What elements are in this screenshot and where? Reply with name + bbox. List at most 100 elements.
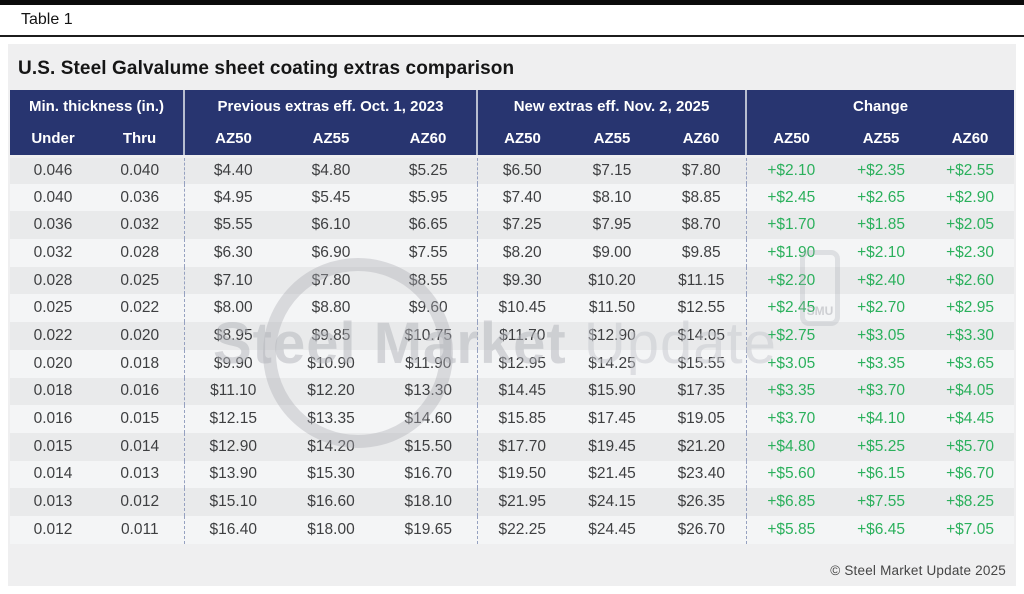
- cell-prev-az55: $16.60: [282, 488, 381, 516]
- cell-change-az50: +$3.05: [745, 349, 837, 378]
- cell-change-az50: +$1.70: [745, 211, 837, 240]
- cell-prev-az55: $5.45: [282, 183, 381, 212]
- cell-change-az55: +$2.10: [836, 239, 927, 267]
- cell-prev-az60: $9.60: [380, 294, 478, 323]
- cell-under: 0.025: [10, 294, 96, 323]
- table-row: 0.036 0.032 $5.55 $6.10 $6.65 $7.25 $7.95 $8.70…: [10, 211, 1015, 240]
- cell-change-az60: +$3.65: [926, 349, 1015, 378]
- cell-prev-az50: $8.95: [183, 322, 283, 350]
- cell-change-az60: +$4.05: [926, 377, 1015, 406]
- cell-change-az55: +$2.35: [836, 156, 927, 184]
- cell-thru: 0.022: [96, 294, 185, 323]
- cell-change-az55: +$3.70: [836, 377, 927, 406]
- column-header-change-az50: AZ50: [745, 123, 837, 158]
- cell-change-az60: +$6.70: [926, 460, 1015, 489]
- cell-under: 0.032: [10, 239, 96, 267]
- cell-change-az55: +$2.40: [836, 266, 927, 295]
- cell-new-az50: $12.95: [476, 349, 568, 378]
- cell-under: 0.028: [10, 266, 96, 295]
- table-row: 0.020 0.018 $9.90 $10.90 $11.90 $12.95 $14.25 $…: [10, 349, 1015, 378]
- cell-new-az60: $23.40: [657, 460, 747, 489]
- cell-prev-az55: $4.80: [282, 156, 381, 184]
- cell-prev-az55: $6.10: [282, 211, 381, 240]
- cell-new-az55: $24.15: [567, 488, 658, 516]
- cell-prev-az50: $4.95: [183, 183, 283, 212]
- cell-prev-az50: $12.90: [183, 432, 283, 461]
- cell-change-az55: +$7.55: [836, 488, 927, 516]
- table-row: 0.032 0.028 $6.30 $6.90 $7.55 $8.20 $9.00 $9.85…: [10, 239, 1015, 267]
- cell-new-az55: $24.45: [567, 515, 658, 544]
- cell-new-az60: $14.05: [657, 322, 747, 350]
- cell-prev-az55: $18.00: [282, 515, 381, 544]
- cell-thru: 0.011: [96, 515, 185, 544]
- horizontal-rule: [0, 35, 1024, 37]
- cell-change-az55: +$6.45: [836, 515, 927, 544]
- cell-new-az55: $21.45: [567, 460, 658, 489]
- cell-new-az60: $11.15: [657, 266, 747, 295]
- cell-prev-az55: $7.80: [282, 266, 381, 295]
- column-header-new-az60: AZ60: [657, 123, 747, 158]
- cell-thru: 0.018: [96, 349, 185, 378]
- column-header-under: Under: [10, 123, 96, 158]
- cell-thru: 0.020: [96, 322, 185, 350]
- table-row: 0.016 0.015 $12.15 $13.35 $14.60 $15.85 $17.45…: [10, 405, 1015, 433]
- table-row: 0.014 0.013 $13.90 $15.30 $16.70 $19.50 $21.45…: [10, 460, 1015, 489]
- cell-change-az60: +$2.60: [926, 266, 1015, 295]
- cell-under: 0.015: [10, 432, 96, 461]
- cell-prev-az50: $12.15: [183, 405, 283, 433]
- cell-change-az50: +$3.35: [745, 377, 837, 406]
- cell-prev-az50: $16.40: [183, 515, 283, 544]
- cell-new-az60: $8.85: [657, 183, 747, 212]
- cell-thru: 0.028: [96, 239, 185, 267]
- cell-new-az50: $8.20: [476, 239, 568, 267]
- cell-change-az55: +$3.35: [836, 349, 927, 378]
- cell-thru: 0.012: [96, 488, 185, 516]
- cell-new-az55: $9.00: [567, 239, 658, 267]
- cell-new-az60: $21.20: [657, 432, 747, 461]
- cell-new-az50: $21.95: [476, 488, 568, 516]
- column-group-header: Min. thickness (in.): [10, 90, 185, 123]
- cell-prev-az60: $15.50: [380, 432, 478, 461]
- cell-change-az50: +$5.85: [745, 515, 837, 544]
- table-row: 0.012 0.011 $16.40 $18.00 $19.65 $22.25 $24.45…: [10, 515, 1015, 544]
- cell-change-az50: +$3.70: [745, 405, 837, 433]
- cell-new-az55: $19.45: [567, 432, 658, 461]
- cell-under: 0.018: [10, 377, 96, 406]
- column-group-header: Previous extras eff. Oct. 1, 2023: [183, 90, 478, 123]
- group-header-row: Min. thickness (in.) Previous extras eff.…: [10, 90, 1015, 123]
- cell-prev-az60: $11.90: [380, 349, 478, 378]
- cell-change-az55: +$6.15: [836, 460, 927, 489]
- cell-prev-az60: $10.75: [380, 322, 478, 350]
- cell-thru: 0.013: [96, 460, 185, 489]
- cell-new-az50: $17.70: [476, 432, 568, 461]
- cell-prev-az50: $6.30: [183, 239, 283, 267]
- cell-prev-az55: $14.20: [282, 432, 381, 461]
- column-header-change-az60: AZ60: [926, 123, 1015, 158]
- cell-prev-az55: $12.20: [282, 377, 381, 406]
- cell-prev-az60: $8.55: [380, 266, 478, 295]
- cell-change-az60: +$5.70: [926, 432, 1015, 461]
- cell-new-az60: $9.85: [657, 239, 747, 267]
- column-header-prev-az60: AZ60: [380, 123, 478, 158]
- cell-under: 0.016: [10, 405, 96, 433]
- cell-new-az55: $10.20: [567, 266, 658, 295]
- cell-under: 0.036: [10, 211, 96, 240]
- cell-prev-az55: $6.90: [282, 239, 381, 267]
- cell-new-az50: $7.40: [476, 183, 568, 212]
- cell-change-az50: +$2.20: [745, 266, 837, 295]
- cell-change-az50: +$6.85: [745, 488, 837, 516]
- table-number-label: Table 1: [0, 5, 1024, 35]
- coating-extras-table: Min. thickness (in.) Previous extras eff.…: [10, 90, 1015, 544]
- cell-under: 0.014: [10, 460, 96, 489]
- cell-under: 0.022: [10, 322, 96, 350]
- cell-new-az60: $8.70: [657, 211, 747, 240]
- cell-change-az60: +$3.30: [926, 322, 1015, 350]
- cell-thru: 0.015: [96, 405, 185, 433]
- cell-prev-az60: $19.65: [380, 515, 478, 544]
- table-row: 0.028 0.025 $7.10 $7.80 $8.55 $9.30 $10.20 $11.…: [10, 266, 1015, 295]
- cell-new-az50: $9.30: [476, 266, 568, 295]
- cell-prev-az50: $4.40: [183, 156, 283, 184]
- table-card: U.S. Steel Galvalume sheet coating extra…: [8, 44, 1016, 586]
- cell-prev-az50: $8.00: [183, 294, 283, 323]
- cell-prev-az50: $7.10: [183, 266, 283, 295]
